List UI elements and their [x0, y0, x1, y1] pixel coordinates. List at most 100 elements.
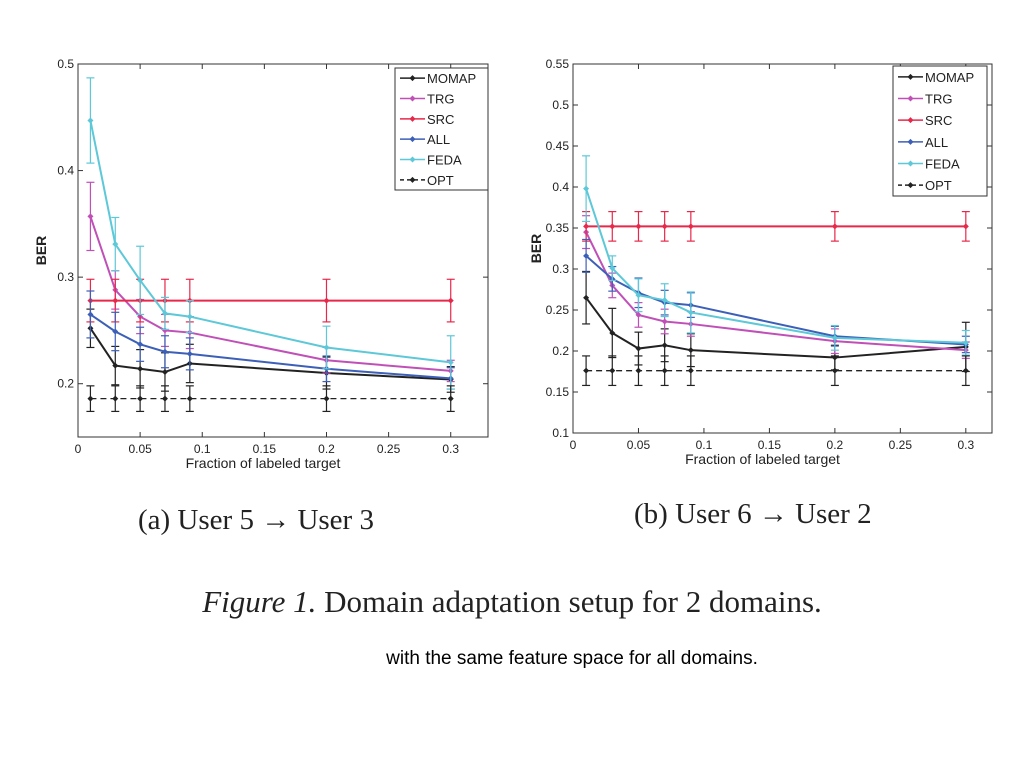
legend-marker: [907, 160, 914, 167]
legend-box: [394, 67, 489, 191]
series-feda: [582, 155, 970, 356]
data-point: [583, 185, 590, 192]
legend-label: OPT: [427, 173, 454, 188]
legend-label: SRC: [925, 113, 952, 128]
x-tick-label: 0.3: [957, 438, 974, 452]
legend-label: FEDA: [427, 153, 462, 168]
y-axis-label: BER: [528, 234, 544, 264]
data-point: [635, 367, 642, 374]
legend-label: FEDA: [925, 157, 960, 172]
data-point: [137, 341, 144, 348]
data-point: [161, 348, 168, 355]
data-point: [112, 297, 119, 304]
figure-caption-text: Domain adaptation setup for 2 domains.: [324, 584, 822, 619]
chart-user6-user2: 0 0.05 0.1 0.15 0.2 0.25 0.3 0.1 0.15 0.2 0.25 0.3 0…: [528, 57, 993, 467]
data-point: [161, 368, 168, 375]
x-tick-label: 0: [570, 438, 577, 452]
y-tick-label: 0.55: [546, 57, 570, 71]
data-point: [687, 367, 694, 374]
data-point: [583, 294, 590, 301]
x-tick-label: 0.2: [318, 442, 335, 456]
y-tick-label: 0.15: [546, 385, 570, 399]
data-point: [112, 328, 119, 335]
x-tick-label: 0.25: [377, 442, 401, 456]
data-point: [609, 329, 616, 336]
x-tick-label: 0.05: [128, 442, 152, 456]
footnote-text: with the same feature space for all doma…: [386, 648, 758, 669]
x-tick-label: 0.15: [253, 442, 277, 456]
data-point: [137, 395, 144, 402]
x-tick-label: 0.3: [442, 442, 459, 456]
series-opt: [86, 385, 455, 413]
legend-box: [892, 65, 988, 197]
data-point: [831, 223, 838, 230]
legend-marker: [409, 75, 416, 82]
data-point: [161, 310, 168, 317]
data-point: [609, 265, 616, 272]
data-point: [447, 297, 454, 304]
data-point: [137, 277, 144, 284]
legend-marker: [907, 117, 914, 124]
y-tick-label: 0.3: [552, 262, 569, 276]
x-tick-label: 0.25: [889, 438, 913, 452]
data-point: [112, 241, 119, 248]
y-tick-label: 0.3: [57, 270, 74, 284]
data-point: [112, 362, 119, 369]
data-point: [87, 395, 94, 402]
legend: MOMAP TRG SRC ALL FEDA OPT: [892, 65, 988, 197]
data-point: [323, 297, 330, 304]
data-point: [661, 318, 668, 325]
legend: MOMAP TRG SRC ALL FEDA OPT: [394, 67, 489, 191]
data-point: [687, 309, 694, 316]
data-point: [661, 342, 668, 349]
data-point: [583, 223, 590, 230]
y-axis-label: BER: [33, 236, 49, 266]
x-tick-label: 0.15: [758, 438, 782, 452]
y-tick-label: 0.25: [546, 303, 570, 317]
data-point: [609, 367, 616, 374]
legend-label: MOMAP: [925, 70, 974, 85]
data-point: [186, 395, 193, 402]
data-point: [583, 252, 590, 259]
legend-marker: [409, 115, 416, 122]
chart-user5-user3: 0 0.05 0.1 0.15 0.2 0.25 0.3 0.2 0.3 0.4 0.5 Fracti…: [33, 57, 489, 471]
data-point: [137, 365, 144, 372]
data-point: [87, 213, 94, 220]
data-point: [635, 223, 642, 230]
x-axis-label: Fraction of labeled target: [685, 451, 840, 467]
legend-label: MOMAP: [427, 71, 476, 86]
x-tick-label: 0.05: [627, 438, 651, 452]
y-tick-label: 0.4: [57, 164, 74, 178]
subcaption-b: (b) User 6 → User 2: [634, 498, 872, 530]
figure-caption: Figure 1. Domain adaptation setup for 2 …: [0, 584, 1024, 620]
y-tick-label: 0.2: [57, 377, 74, 391]
y-tick-label: 0.35: [546, 221, 570, 235]
figure-label: Figure 1.: [202, 584, 317, 619]
data-point: [635, 345, 642, 352]
data-point: [323, 395, 330, 402]
legend-marker: [409, 95, 416, 102]
x-tick-label: 0: [75, 442, 82, 456]
y-tick-label: 0.4: [552, 180, 569, 194]
legend-label: TRG: [427, 92, 454, 107]
data-point: [323, 344, 330, 351]
data-point: [635, 311, 642, 318]
data-point: [161, 395, 168, 402]
data-point: [583, 367, 590, 374]
data-point: [186, 313, 193, 320]
x-tick-label: 0.1: [194, 442, 211, 456]
data-point: [687, 223, 694, 230]
data-point: [609, 223, 616, 230]
subcaption-a: (a) User 5 → User 3: [138, 504, 374, 536]
data-point: [687, 347, 694, 354]
data-point: [831, 367, 838, 374]
legend-marker: [907, 95, 914, 102]
y-tick-label: 0.45: [546, 139, 570, 153]
data-point: [962, 223, 969, 230]
data-point: [661, 297, 668, 304]
legend-label: TRG: [925, 92, 952, 107]
data-point: [962, 367, 969, 374]
legend-label: ALL: [925, 135, 948, 150]
x-tick-label: 0.1: [696, 438, 713, 452]
x-tick-label: 0.2: [827, 438, 844, 452]
